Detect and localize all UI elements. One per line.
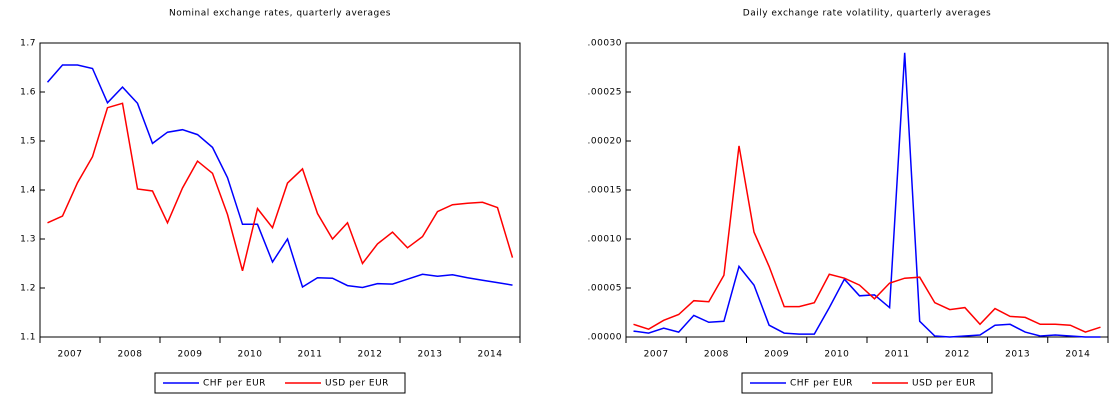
- x-tick-label: 2013: [1005, 350, 1030, 360]
- legend-box: [154, 372, 406, 394]
- x-tick-label: 2008: [704, 350, 729, 360]
- line-series: [633, 52, 1101, 338]
- y-tick-label: .00000: [588, 333, 623, 343]
- legend-label: USD per EUR: [912, 379, 976, 389]
- x-tick-label: 2011: [298, 350, 323, 360]
- legend-box: [741, 372, 993, 394]
- y-tick-label: 1.4: [20, 186, 36, 196]
- x-tick-label: 2012: [945, 350, 970, 360]
- x-tick-label: 2012: [358, 350, 383, 360]
- legend-label: USD per EUR: [325, 379, 389, 389]
- y-tick-label: .00025: [588, 88, 623, 98]
- legend-label: CHF per EUR: [790, 379, 853, 389]
- x-tick-label: 2010: [824, 350, 849, 360]
- y-tick-label: 1.7: [20, 39, 36, 49]
- y-tick-label: .00010: [588, 235, 623, 245]
- x-tick-label: 2014: [1065, 350, 1090, 360]
- y-tick-label: 1.3: [20, 235, 36, 245]
- line-series: [47, 102, 514, 271]
- x-tick-label: 2014: [478, 350, 503, 360]
- x-tick-label: 2011: [885, 350, 910, 360]
- x-tick-label: 2007: [58, 350, 83, 360]
- x-tick-label: 2008: [118, 350, 143, 360]
- y-tick-label: 1.1: [20, 333, 36, 343]
- plot-frame: [39, 42, 521, 338]
- x-tick-label: 2007: [644, 350, 669, 360]
- legend-label: CHF per EUR: [203, 379, 266, 389]
- x-tick-label: 2009: [764, 350, 789, 360]
- y-tick-label: .00015: [588, 186, 623, 196]
- y-tick-label: .00020: [588, 137, 623, 147]
- line-series: [46, 64, 513, 289]
- y-tick-label: 1.6: [20, 88, 36, 98]
- x-tick-label: 2009: [178, 350, 203, 360]
- y-tick-label: 1.5: [20, 137, 36, 147]
- x-tick-label: 2010: [238, 350, 263, 360]
- chart-title: Daily exchange rate volatility, quarterl…: [743, 9, 991, 19]
- y-tick-label: .00030: [588, 39, 623, 49]
- y-tick-label: 1.2: [20, 284, 36, 294]
- y-tick-label: .00005: [588, 284, 623, 294]
- line-series: [633, 145, 1101, 333]
- chart-title: Nominal exchange rates, quarterly averag…: [169, 9, 391, 19]
- x-tick-label: 2013: [418, 350, 443, 360]
